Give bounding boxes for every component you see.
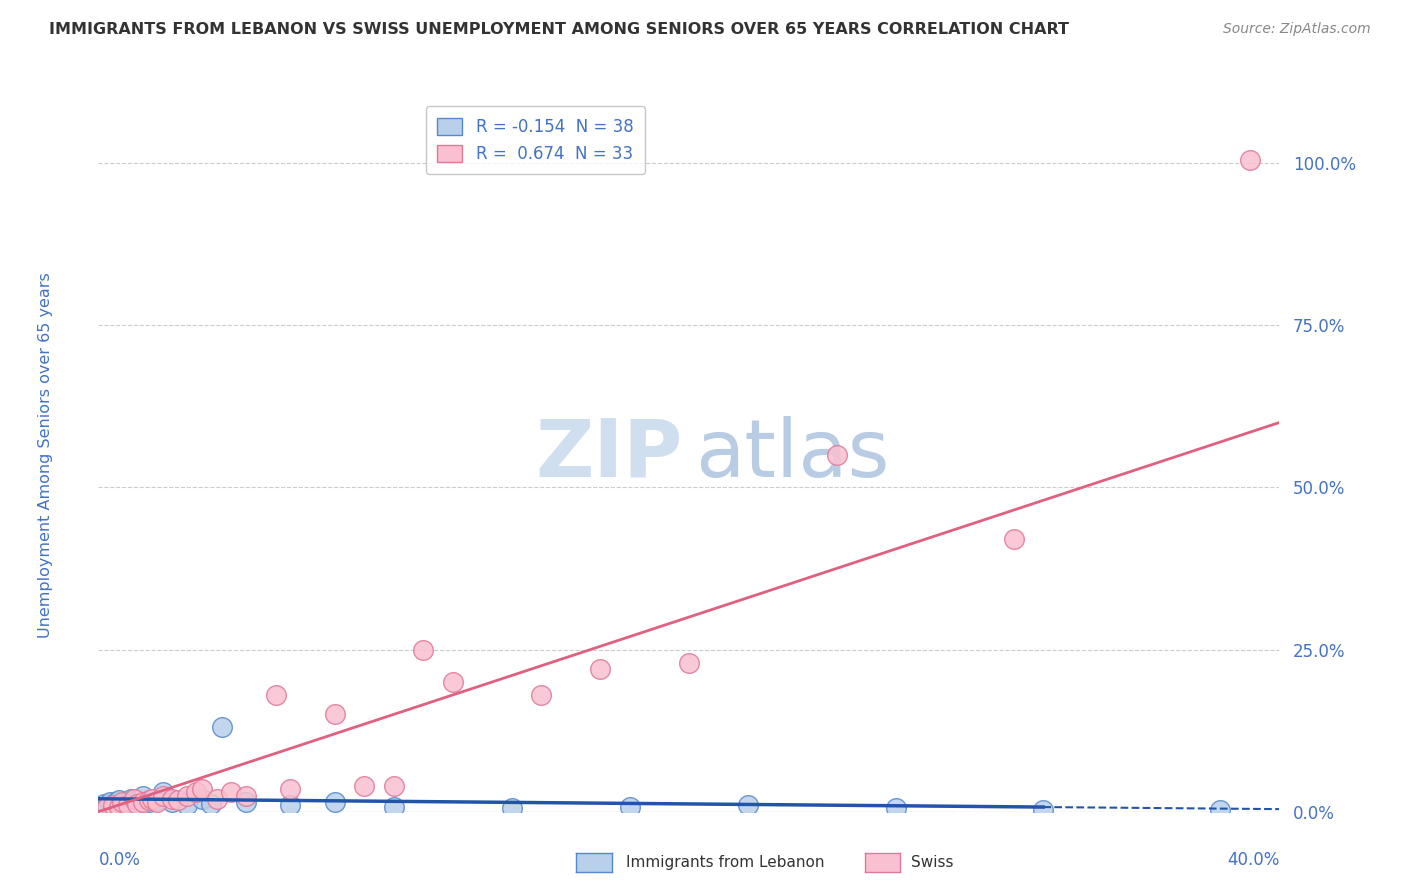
- Point: [98, 795, 121, 809]
- Point: [184, 785, 207, 799]
- Point: [205, 791, 228, 805]
- Point: [278, 798, 302, 813]
- Point: [1002, 533, 1025, 547]
- Point: [176, 789, 198, 803]
- Point: [589, 662, 612, 676]
- Point: [117, 795, 139, 809]
- Point: [122, 791, 145, 805]
- Point: [323, 795, 346, 809]
- Point: [120, 791, 142, 805]
- Point: [117, 798, 139, 813]
- Point: [125, 793, 148, 807]
- Point: [264, 688, 287, 702]
- Point: [1032, 803, 1054, 817]
- Point: [105, 795, 128, 809]
- Point: [191, 782, 214, 797]
- Point: [93, 799, 115, 814]
- Point: [167, 793, 190, 807]
- Point: [103, 798, 125, 813]
- Point: [141, 791, 163, 805]
- Point: [111, 795, 134, 809]
- Text: Source: ZipAtlas.com: Source: ZipAtlas.com: [1223, 22, 1371, 37]
- Point: [114, 799, 136, 814]
- Point: [96, 798, 118, 813]
- Point: [235, 789, 257, 803]
- Point: [108, 798, 131, 813]
- Point: [323, 707, 346, 722]
- Text: atlas: atlas: [695, 416, 889, 494]
- Point: [619, 799, 641, 814]
- Text: Unemployment Among Seniors over 65 years: Unemployment Among Seniors over 65 years: [38, 272, 53, 638]
- Point: [98, 799, 121, 814]
- Text: 40.0%: 40.0%: [1227, 851, 1279, 869]
- Point: [138, 793, 160, 807]
- Point: [737, 798, 759, 813]
- Point: [103, 801, 125, 815]
- Point: [132, 789, 155, 803]
- Point: [382, 779, 405, 793]
- Point: [412, 642, 434, 657]
- Point: [211, 720, 233, 734]
- Point: [138, 795, 160, 809]
- Point: [111, 797, 134, 811]
- Point: [90, 801, 112, 815]
- Point: [235, 795, 257, 809]
- Point: [103, 798, 125, 813]
- Point: [152, 785, 174, 799]
- Point: [441, 675, 464, 690]
- Text: 0.0%: 0.0%: [98, 851, 141, 869]
- Point: [825, 448, 848, 462]
- Point: [152, 789, 174, 803]
- Point: [105, 799, 128, 814]
- Point: [884, 801, 907, 815]
- Point: [122, 797, 145, 811]
- Point: [162, 791, 183, 805]
- Point: [278, 782, 302, 797]
- Point: [501, 801, 523, 815]
- Point: [108, 799, 131, 814]
- Point: [176, 798, 198, 813]
- Text: IMMIGRANTS FROM LEBANON VS SWISS UNEMPLOYMENT AMONG SENIORS OVER 65 YEARS CORREL: IMMIGRANTS FROM LEBANON VS SWISS UNEMPLO…: [49, 22, 1069, 37]
- Point: [200, 797, 222, 811]
- Point: [219, 785, 242, 799]
- Point: [108, 793, 131, 807]
- Point: [530, 688, 553, 702]
- Text: Swiss: Swiss: [911, 855, 953, 870]
- Point: [96, 799, 118, 814]
- Point: [1209, 804, 1232, 818]
- Point: [146, 795, 169, 809]
- Point: [132, 795, 155, 809]
- Point: [353, 779, 375, 793]
- Point: [162, 795, 183, 809]
- Point: [1239, 153, 1261, 167]
- Point: [382, 799, 405, 814]
- Point: [125, 797, 148, 811]
- Text: Immigrants from Lebanon: Immigrants from Lebanon: [626, 855, 824, 870]
- Point: [146, 793, 169, 807]
- Text: ZIP: ZIP: [536, 416, 683, 494]
- Point: [96, 801, 118, 815]
- Point: [191, 791, 214, 805]
- Point: [93, 797, 115, 811]
- Point: [678, 656, 700, 670]
- Legend: R = -0.154  N = 38, R =  0.674  N = 33: R = -0.154 N = 38, R = 0.674 N = 33: [426, 106, 645, 175]
